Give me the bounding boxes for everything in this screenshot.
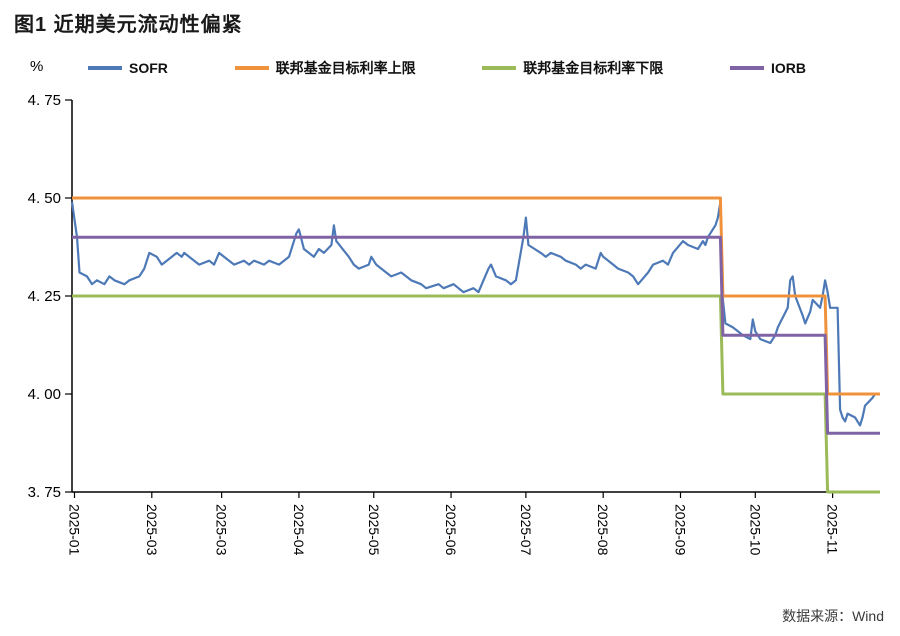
x-tick-label: 2025-06 (443, 504, 459, 556)
y-tick-label: 4. 25 (28, 288, 61, 305)
x-tick-label: 2025-03 (144, 504, 160, 556)
legend-item-upper-limit: 联邦基金目标利率上限 (234, 58, 416, 78)
series-line-SOFR (70, 200, 876, 427)
x-tick-label: 2025-01 (66, 504, 82, 556)
legend-item-lower-limit: 联邦基金目标利率下限 (482, 58, 663, 78)
y-tick-label: 4. 00 (28, 386, 61, 403)
legend-item-sofr: SOFR (88, 60, 168, 76)
x-tick-label: 2025-11 (825, 504, 841, 555)
series-line-IORB (72, 235, 880, 435)
x-tick-label: 2025-07 (518, 504, 534, 556)
plot-svg: 4. 75 4. 50 4. 25 4. 00 3. 75 2025-01 2025-03 2… (28, 92, 880, 556)
x-tick-label: 2025-09 (672, 504, 688, 556)
series-line-联邦基金目标利率下限 (72, 294, 880, 494)
legend-line-swatch (482, 66, 517, 70)
legend-label: IORB (771, 60, 806, 76)
x-tick-label: 2025-03 (214, 504, 230, 556)
y-tick-label: 4. 75 (28, 92, 61, 109)
source-note: 数据来源：Wind (782, 608, 884, 624)
legend-line-swatch (88, 66, 122, 70)
x-tick-label: 2025-08 (595, 504, 611, 556)
legend-item-iorb: IORB (730, 60, 806, 76)
x-tick-label: 2025-05 (366, 504, 382, 556)
x-tick-label: 2025-04 (291, 504, 307, 556)
legend-line-swatch (234, 66, 269, 70)
legend-label: SOFR (129, 60, 168, 76)
y-tick-label: 4. 50 (28, 190, 61, 207)
legend: SOFR 联邦基金目标利率上限 联邦基金目标利率下限 IORB (88, 58, 806, 78)
x-tick-label: 2025-10 (747, 504, 763, 556)
legend-line-swatch (730, 66, 764, 70)
series-line-联邦基金目标利率上限 (72, 196, 880, 396)
legend-label: 联邦基金目标利率上限 (275, 60, 416, 76)
y-tick-label: 3. 75 (28, 484, 61, 501)
y-axis-unit-label: % (30, 58, 44, 75)
chart-title: 图1 近期美元流动性偏紧 (14, 14, 243, 36)
legend-label: 联邦基金目标利率下限 (523, 60, 664, 76)
